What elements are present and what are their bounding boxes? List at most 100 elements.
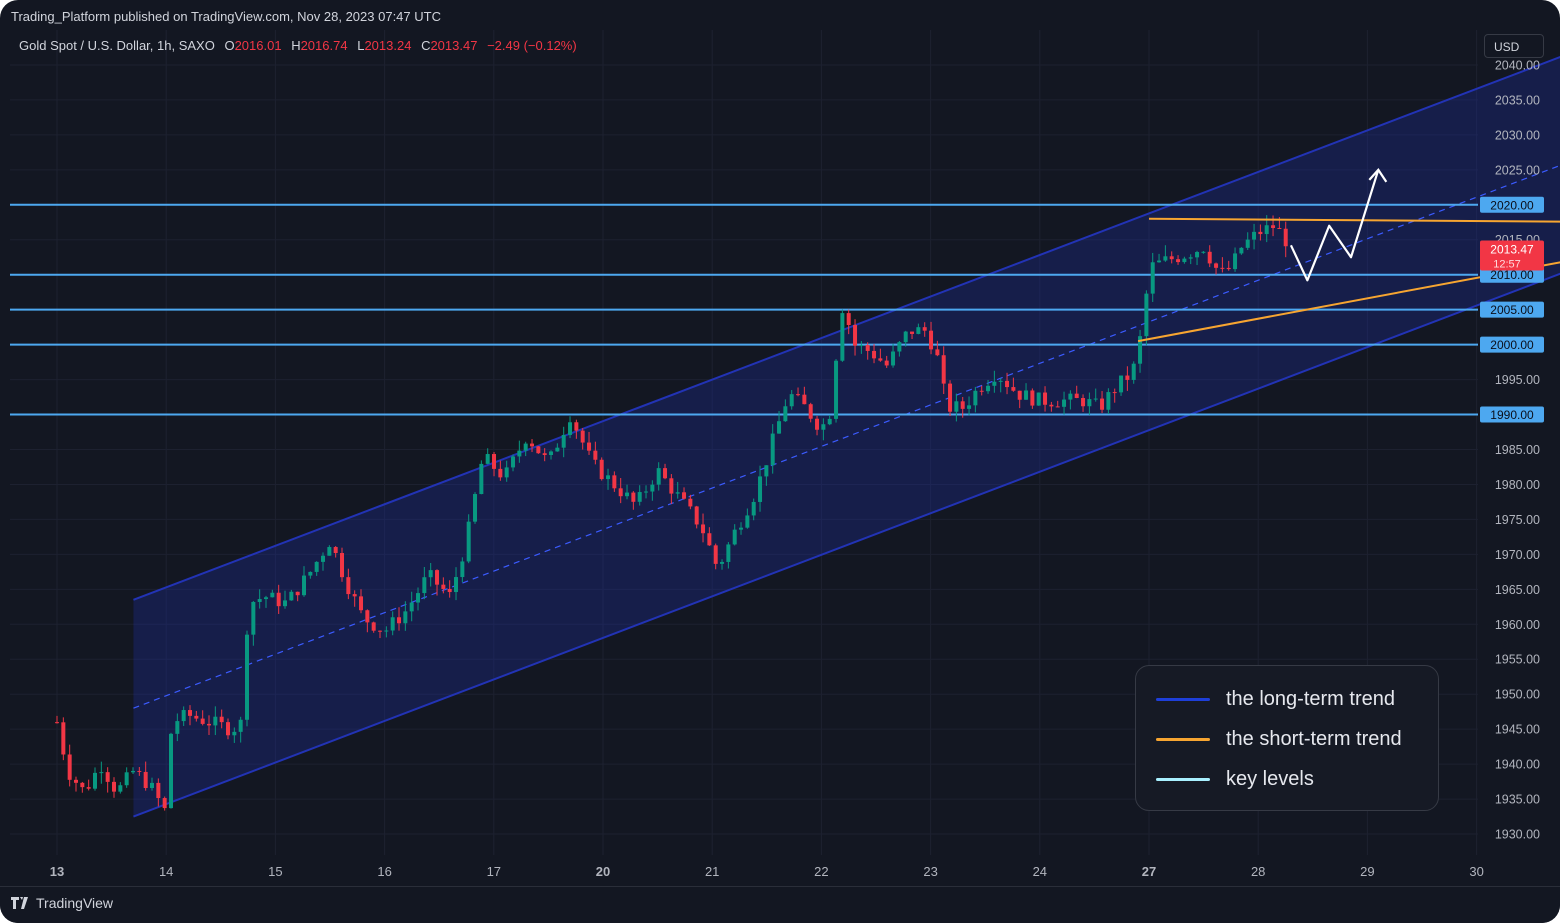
candle-body [631, 492, 636, 502]
candle-body [580, 430, 585, 443]
candle-body [80, 782, 85, 788]
candle-body [663, 468, 668, 479]
candle-body [238, 719, 243, 732]
candle-body [606, 475, 611, 480]
legend-label: the short-term trend [1226, 728, 1402, 750]
price-level-tag [1480, 301, 1544, 318]
candle-body [675, 492, 680, 494]
x-tick-label: 23 [923, 864, 937, 879]
candle-body [1169, 256, 1174, 260]
candle-body [960, 401, 965, 409]
x-tick-label: 29 [1360, 864, 1374, 879]
candle-body [283, 600, 288, 607]
candle-body [954, 401, 959, 412]
candle-body [1131, 363, 1136, 380]
candle-body [93, 772, 98, 789]
candle-body [587, 442, 592, 451]
candle-body [726, 544, 731, 562]
candle-body [371, 622, 376, 631]
candle-body [770, 433, 775, 466]
candle-body [460, 561, 465, 578]
candle-body [327, 547, 332, 556]
candle-body [1163, 256, 1168, 261]
candle-body [340, 553, 345, 578]
candle-body [1024, 390, 1029, 400]
x-tick-label: 20 [596, 864, 610, 879]
instrument-name[interactable]: Gold Spot / U.S. Dollar, 1h, SAXO [19, 38, 215, 53]
candle-body [511, 456, 516, 468]
candle-body [650, 484, 655, 492]
x-tick-label: 13 [50, 864, 64, 879]
candle-body [530, 443, 535, 447]
candle-body [542, 453, 547, 456]
candle-body [986, 385, 991, 392]
candle-body [827, 418, 832, 425]
candle-body [378, 630, 383, 632]
long-term-channel [133, 56, 1560, 818]
candle-body [428, 570, 433, 578]
candle-body [1195, 251, 1200, 258]
candle-body [568, 422, 573, 435]
candle-body [1093, 398, 1098, 400]
candle-body [1201, 251, 1206, 253]
candle-body [720, 561, 725, 564]
candle-body [276, 592, 281, 607]
y-tick-label: 1940.00 [1495, 758, 1540, 772]
change-value: −2.49 (−0.12%) [487, 38, 577, 53]
candles [55, 215, 1288, 811]
candle-body [1062, 399, 1067, 407]
y-tick-label: 1970.00 [1495, 548, 1540, 562]
candle-body [941, 355, 946, 384]
candle-body [219, 716, 224, 723]
candle-body [916, 327, 921, 334]
candle-body [137, 770, 142, 772]
candle-body [61, 722, 66, 755]
candle-body [948, 383, 953, 412]
currency-button[interactable]: USD [1484, 34, 1544, 58]
candle-body [903, 331, 908, 343]
candle-body [162, 798, 167, 809]
candle-body [289, 591, 294, 601]
candle-body [1125, 375, 1130, 380]
x-tick-label: 28 [1251, 864, 1265, 879]
y-tick-label: 1930.00 [1495, 828, 1540, 842]
long-term-swatch [1156, 698, 1210, 701]
candle-body [314, 561, 319, 572]
candle-body [1258, 231, 1263, 235]
candle-body [555, 447, 560, 452]
candle-body [295, 591, 300, 596]
candle-body [67, 754, 72, 780]
candle-body [1277, 228, 1282, 230]
candle-body [492, 454, 497, 469]
candle-body [105, 772, 110, 782]
x-tick-label: 21 [705, 864, 719, 879]
candle-body [498, 468, 503, 478]
tradingview-logo[interactable]: TradingView [11, 895, 113, 911]
candle-body [200, 718, 205, 724]
candle-body [308, 571, 313, 576]
candle-body [226, 722, 231, 736]
open-value: 2016.01 [234, 38, 282, 53]
candle-body [891, 351, 896, 366]
candle-body [618, 488, 623, 497]
candle-body [656, 468, 661, 485]
candle-body [143, 771, 148, 789]
candle-body [1207, 251, 1212, 264]
y-tick-label: 1985.00 [1495, 443, 1540, 457]
y-tick-label: 2030.00 [1495, 128, 1540, 142]
candle-body [1119, 375, 1124, 393]
tradingview-icon [11, 897, 28, 909]
candle-body [815, 418, 820, 430]
price-level-tag [1480, 266, 1544, 283]
legend-item-short-term: the short-term trend [1156, 728, 1402, 751]
candle-body [732, 529, 737, 545]
candle-body [188, 710, 193, 716]
candle-body [346, 577, 351, 595]
candle-body [124, 772, 129, 786]
candle-body [479, 463, 484, 495]
short-term-swatch [1156, 738, 1210, 741]
candle-body [264, 597, 269, 600]
candle-body [270, 592, 275, 598]
candle-body [802, 394, 807, 405]
